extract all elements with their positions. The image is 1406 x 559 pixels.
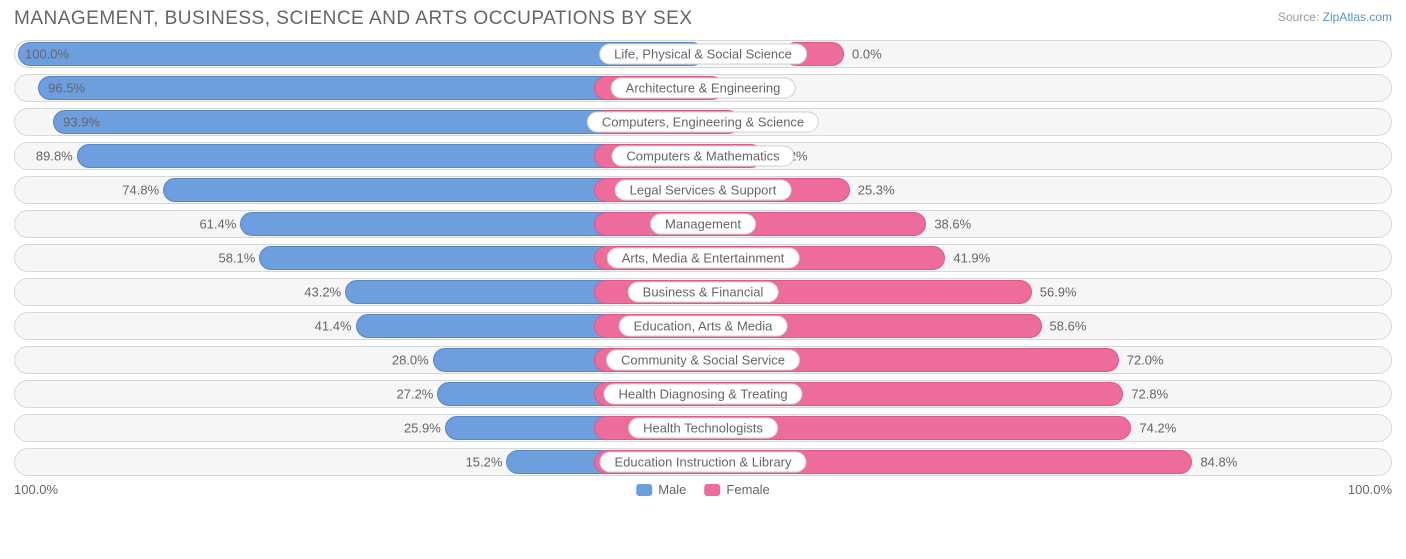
value-female: 84.8% <box>1200 455 1237 470</box>
axis-row: 100.0% Male Female 100.0% <box>14 482 1392 497</box>
source-attribution: Source: ZipAtlas.com <box>1278 10 1392 24</box>
value-female: 41.9% <box>953 251 990 266</box>
value-female: 25.3% <box>858 183 895 198</box>
value-male: 100.0% <box>25 47 69 62</box>
category-label: Architecture & Engineering <box>611 78 796 99</box>
chart-row: 15.2% 84.8% Education Instruction & Librar… <box>14 448 1392 476</box>
category-label: Life, Physical & Social Science <box>599 44 807 65</box>
value-female: 0.0% <box>852 47 882 62</box>
category-label: Arts, Media & Entertainment <box>607 248 800 269</box>
source-label: Source: <box>1278 10 1319 24</box>
value-female: 72.0% <box>1127 353 1164 368</box>
value-female: 72.8% <box>1131 387 1168 402</box>
category-label: Computers & Mathematics <box>611 146 794 167</box>
category-label: Health Technologists <box>628 418 778 439</box>
chart-row: 27.2% 72.8% Health Diagnosing & Treating <box>14 380 1392 408</box>
axis-right-label: 100.0% <box>1348 482 1392 497</box>
value-female: 38.6% <box>934 217 971 232</box>
category-label: Community & Social Service <box>606 350 800 371</box>
value-male: 93.9% <box>63 115 100 130</box>
chart-row: 61.4% 38.6% Management <box>14 210 1392 238</box>
legend-female: Female <box>704 482 769 497</box>
value-male: 43.2% <box>295 285 341 300</box>
value-female: 74.2% <box>1139 421 1176 436</box>
header: MANAGEMENT, BUSINESS, SCIENCE AND ARTS O… <box>14 8 1392 30</box>
bar-female <box>594 212 926 236</box>
value-male: 89.8% <box>27 149 73 164</box>
value-male: 28.0% <box>383 353 429 368</box>
chart-row: 25.9% 74.2% Health Technologists <box>14 414 1392 442</box>
value-male: 41.4% <box>306 319 352 334</box>
chart-row: 89.8%10.2%Computers & Mathematics <box>14 142 1392 170</box>
value-female: 56.9% <box>1040 285 1077 300</box>
legend-female-label: Female <box>726 482 769 497</box>
chart-title: MANAGEMENT, BUSINESS, SCIENCE AND ARTS O… <box>14 8 693 30</box>
value-male: 74.8% <box>113 183 159 198</box>
value-male: 96.5% <box>48 81 85 96</box>
chart-row: 100.0% 0.0% Life, Physical & Social Scienc… <box>14 40 1392 68</box>
legend-swatch-female <box>704 484 720 496</box>
legend-male: Male <box>636 482 686 497</box>
value-male: 58.1% <box>209 251 255 266</box>
category-label: Computers, Engineering & Science <box>587 112 819 133</box>
category-label: Education, Arts & Media <box>619 316 788 337</box>
chart-row: 28.0% 72.0% Community & Social Service <box>14 346 1392 374</box>
value-female: 58.6% <box>1050 319 1087 334</box>
source-link[interactable]: ZipAtlas.com <box>1323 10 1392 24</box>
legend: Male Female <box>636 482 770 497</box>
chart-row: 74.8% 25.3% Legal Services & Support <box>14 176 1392 204</box>
legend-swatch-male <box>636 484 652 496</box>
chart-row: 93.9%6.2%Computers, Engineering & Scienc… <box>14 108 1392 136</box>
chart-row: 96.5%3.5%Architecture & Engineering <box>14 74 1392 102</box>
chart-row: 43.2% 56.9% Business & Financial <box>14 278 1392 306</box>
value-male: 15.2% <box>456 455 502 470</box>
legend-male-label: Male <box>658 482 686 497</box>
chart-area: 100.0% 0.0% Life, Physical & Social Scienc… <box>14 40 1392 476</box>
category-label: Health Diagnosing & Treating <box>603 384 802 405</box>
category-label: Management <box>650 214 756 235</box>
category-label: Business & Financial <box>628 282 779 303</box>
value-male: 27.2% <box>387 387 433 402</box>
value-male: 61.4% <box>190 217 236 232</box>
category-label: Education Instruction & Library <box>599 452 806 473</box>
category-label: Legal Services & Support <box>615 180 792 201</box>
axis-left-label: 100.0% <box>14 482 58 497</box>
chart-row: 58.1% 41.9% Arts, Media & Entertainment <box>14 244 1392 272</box>
chart-row: 41.4% 58.6% Education, Arts & Media <box>14 312 1392 340</box>
value-male: 25.9% <box>395 421 441 436</box>
